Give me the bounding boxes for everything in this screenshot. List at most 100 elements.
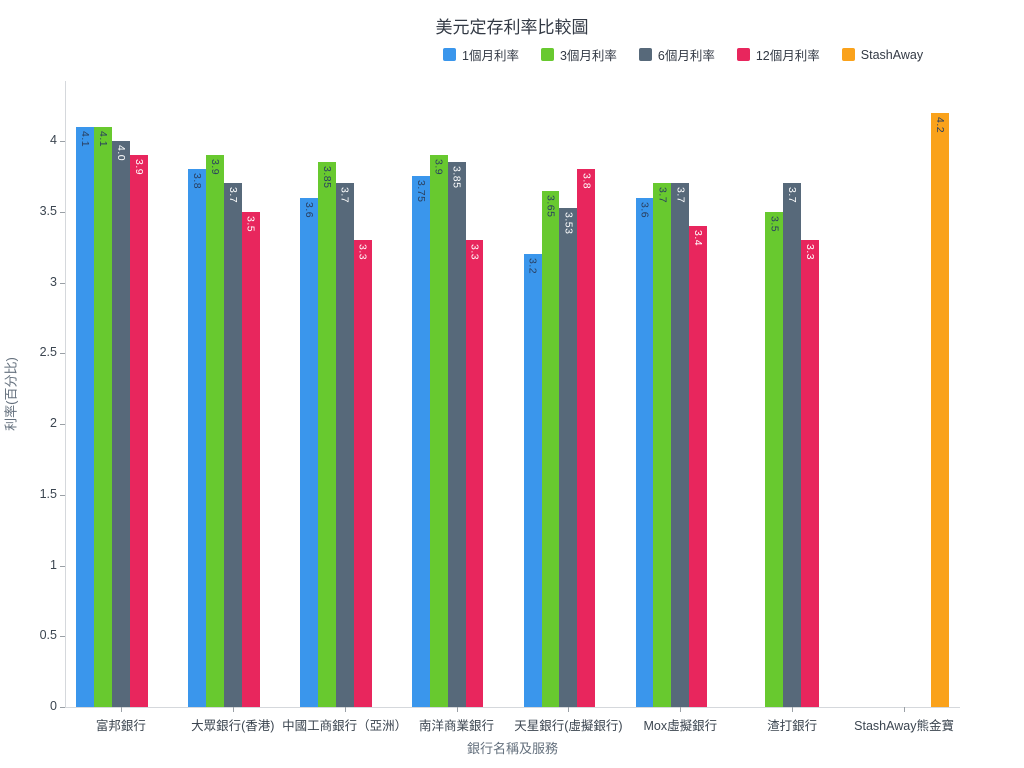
legend-label: 3個月利率 xyxy=(559,49,617,63)
x-tick-mark xyxy=(680,707,682,712)
y-tick-mark xyxy=(60,636,65,638)
bar-value-label: 3.53 xyxy=(562,211,575,234)
legend-swatch-icon xyxy=(841,48,855,61)
legend: 1個月利率 3個月利率 6個月利率 12個月利率 StashAway xyxy=(443,45,923,64)
x-tick-label: 天星銀行(虛擬銀行) xyxy=(514,719,623,733)
bar-value-label: 3.2 xyxy=(526,258,539,275)
bar-value-label: 4.2 xyxy=(933,116,946,133)
bar-3個月利率 xyxy=(94,126,112,707)
x-tick-label: 大眾銀行(香港) xyxy=(191,719,275,733)
y-axis-line xyxy=(65,81,66,707)
x-tick-mark xyxy=(344,707,346,712)
y-tick-label: 1 xyxy=(50,557,57,572)
bar-3個月利率 xyxy=(429,155,448,707)
y-tick-label: 3.5 xyxy=(39,203,57,218)
legend-label: 12個月利率 xyxy=(755,49,820,63)
bar-6個月利率 xyxy=(559,207,578,707)
bar-value-label: 3.7 xyxy=(786,187,799,204)
bar-3個月利率 xyxy=(765,211,784,707)
y-tick-label: 2 xyxy=(50,416,57,430)
y-tick-label: 1.5 xyxy=(39,486,57,501)
legend-swatch-icon xyxy=(736,48,750,61)
y-tick-mark xyxy=(60,565,65,567)
bar-value-label: 3.4 xyxy=(692,229,705,246)
bar-value-label: 3.8 xyxy=(580,173,593,190)
bar-value-label: 3.7 xyxy=(656,187,669,204)
bar-value-label: 3.9 xyxy=(208,159,221,176)
legend-item-StashAway[interactable]: StashAway xyxy=(841,48,923,62)
y-tick-label: 0 xyxy=(50,699,57,713)
y-tick-mark xyxy=(60,424,65,425)
bar-6個月利率 xyxy=(223,183,242,707)
bar-1個月利率 xyxy=(523,254,542,707)
bar-1個月利率 xyxy=(299,197,318,707)
x-tick-mark xyxy=(120,707,122,712)
bar-value-label: 3.7 xyxy=(226,187,239,204)
x-tick-mark xyxy=(456,707,458,712)
legend-item-1個月利率[interactable]: 1個月利率 xyxy=(443,45,519,64)
bar-value-label: 3.3 xyxy=(356,244,369,261)
bar-value-label: 3.3 xyxy=(804,244,817,261)
legend-label: 1個月利率 xyxy=(462,49,519,63)
bar-6個月利率 xyxy=(783,183,802,707)
bar-12個月利率 xyxy=(129,155,148,707)
y-tick-mark xyxy=(60,141,65,142)
x-tick-label: Mox虛擬銀行 xyxy=(643,719,718,733)
bar-1個月利率 xyxy=(411,176,430,707)
y-axis-title: 利率(百分比) xyxy=(3,357,19,431)
y-tick-mark xyxy=(60,353,65,355)
legend-swatch-icon xyxy=(443,48,456,61)
bar-value-label: 3.5 xyxy=(768,215,781,232)
bar-value-label: 3.6 xyxy=(638,201,651,218)
x-tick-label: 南洋商業銀行 xyxy=(419,719,495,733)
x-tick-label: 富邦銀行 xyxy=(95,719,146,733)
bar-3個月利率 xyxy=(317,162,336,707)
bar-value-label: 3.85 xyxy=(450,166,463,189)
legend-label: 6個月利率 xyxy=(657,49,715,63)
bar-12個月利率 xyxy=(577,169,596,707)
bar-3個月利率 xyxy=(205,155,224,707)
legend-item-12個月利率[interactable]: 12個月利率 xyxy=(736,45,820,64)
bar-6個月利率 xyxy=(111,141,130,707)
bar-value-label: 3.9 xyxy=(132,159,145,176)
bar-value-label: 3.5 xyxy=(244,215,257,232)
y-tick-label: 4 xyxy=(50,133,57,147)
bar-1個月利率 xyxy=(76,126,95,707)
y-tick-mark xyxy=(60,707,65,708)
bar-value-label: 3.9 xyxy=(432,159,445,176)
bar-12個月利率 xyxy=(353,240,372,707)
bar-12個月利率 xyxy=(465,240,484,707)
bar-value-label: 3.75 xyxy=(414,180,427,203)
x-tick-label: 渣打銀行 xyxy=(767,719,818,733)
bar-3個月利率 xyxy=(653,183,672,707)
x-tick-mark xyxy=(904,707,906,712)
bar-value-label: 3.7 xyxy=(674,187,687,204)
bar-1個月利率 xyxy=(635,197,654,707)
y-tick-label: 2.5 xyxy=(39,345,57,360)
y-tick-mark xyxy=(60,494,65,496)
x-tick-mark xyxy=(568,707,570,712)
legend-swatch-icon xyxy=(638,48,652,61)
bar-StashAway xyxy=(930,112,949,707)
y-tick-mark xyxy=(60,282,65,284)
x-tick-mark xyxy=(792,707,794,712)
x-tick-mark xyxy=(232,707,234,712)
bar-6個月利率 xyxy=(447,162,466,707)
x-tick-label: StashAway熊金寶 xyxy=(854,719,954,733)
bar-value-label: 3.65 xyxy=(544,194,557,217)
y-tick-mark xyxy=(60,211,65,213)
x-axis-title: 銀行名稱及服務 xyxy=(466,741,558,756)
bar-12個月利率 xyxy=(241,211,260,707)
bar-value-label: 4.1 xyxy=(97,130,110,147)
x-tick-label: 中國工商銀行（亞洲） xyxy=(282,719,408,733)
bar-value-label: 3.3 xyxy=(468,244,481,261)
x-axis-line xyxy=(65,707,960,708)
legend-item-6個月利率[interactable]: 6個月利率 xyxy=(638,45,715,64)
legend-item-3個月利率[interactable]: 3個月利率 xyxy=(540,45,617,64)
bar-6個月利率 xyxy=(671,183,690,707)
bar-value-label: 3.7 xyxy=(338,187,351,204)
bar-1個月利率 xyxy=(188,169,206,707)
bar-3個月利率 xyxy=(541,190,560,707)
bar-value-label: 4.0 xyxy=(114,145,127,162)
